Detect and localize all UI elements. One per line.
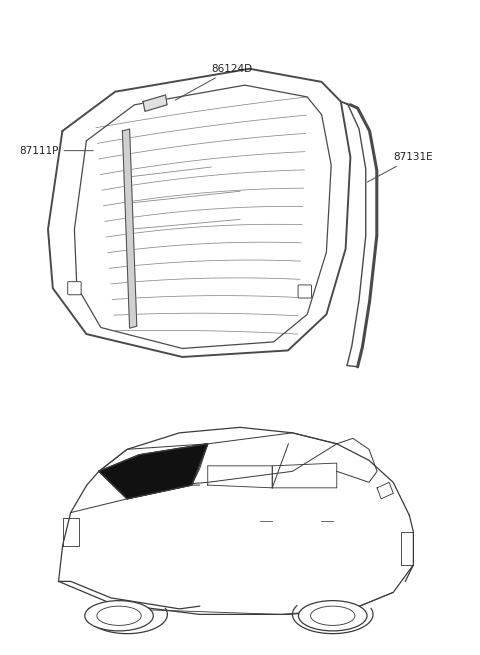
Ellipse shape — [97, 606, 141, 626]
Polygon shape — [143, 95, 167, 111]
Ellipse shape — [299, 601, 367, 631]
Text: 86124D: 86124D — [175, 64, 252, 100]
FancyBboxPatch shape — [298, 285, 312, 298]
Polygon shape — [122, 129, 137, 328]
Ellipse shape — [85, 601, 153, 631]
FancyBboxPatch shape — [68, 282, 81, 295]
Text: 87131E: 87131E — [367, 152, 433, 182]
Polygon shape — [99, 444, 208, 499]
Text: 87111P: 87111P — [19, 145, 93, 156]
Ellipse shape — [311, 606, 355, 626]
